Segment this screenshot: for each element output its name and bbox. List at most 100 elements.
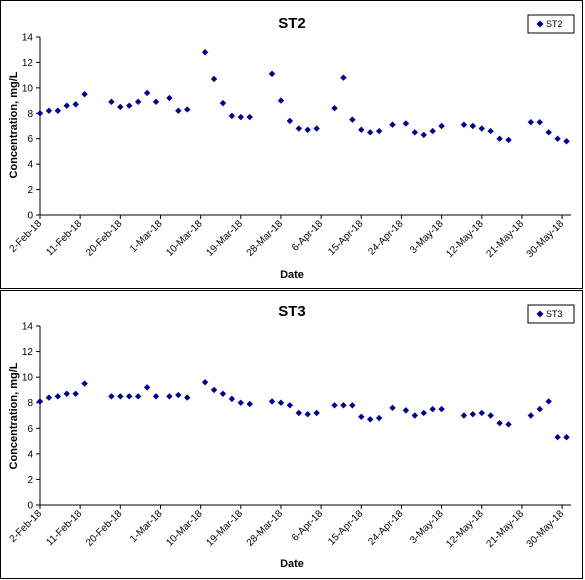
data-point <box>237 113 244 121</box>
x-tick-label: 12-May-18 <box>444 508 486 550</box>
data-point <box>358 126 365 134</box>
data-point <box>402 120 410 127</box>
data-point <box>134 393 142 400</box>
x-tick-label: 30-May-18 <box>525 508 567 550</box>
data-point <box>331 402 338 409</box>
data-point <box>81 91 88 98</box>
data-point <box>219 390 227 397</box>
data-point <box>143 384 151 391</box>
data-point <box>496 135 503 142</box>
y-tick-label: 10 <box>22 83 34 94</box>
x-tick-label: 28-Mar-18 <box>245 218 286 259</box>
data-point <box>286 117 294 125</box>
data-point <box>304 411 311 418</box>
chart-st3-svg: ST3 Date Concentration, mg/L ST3 0 2 4 6 8 10… <box>8 303 575 570</box>
data-point <box>45 107 53 114</box>
x-tick-label: 1-Mar-18 <box>128 508 165 545</box>
legend-box: ST3 <box>527 304 575 324</box>
data-point <box>268 398 276 405</box>
y-tick-label: 4 <box>27 160 33 171</box>
x-tick-label: 10-Mar-18 <box>164 508 205 549</box>
data-point <box>331 105 338 112</box>
data-point <box>36 398 44 405</box>
data-point <box>554 434 561 441</box>
y-tick-label: 12 <box>22 58 34 69</box>
x-tick-label: 21-May-18 <box>484 508 526 550</box>
data-point <box>268 70 276 78</box>
data-point <box>487 412 494 419</box>
legend-marker <box>536 20 544 28</box>
data-point <box>304 126 311 134</box>
data-point <box>420 409 427 417</box>
x-tick-label: 6-Apr-18 <box>290 508 326 544</box>
data-point <box>81 380 88 387</box>
data-point <box>237 399 244 406</box>
data-point <box>219 99 227 107</box>
legend-frame <box>527 14 575 34</box>
data-point <box>545 398 552 405</box>
x-tick-label: 11-Feb-18 <box>44 508 84 548</box>
data-point <box>108 393 115 400</box>
data-point <box>340 402 347 409</box>
data-point <box>45 394 53 401</box>
data-point <box>527 412 535 419</box>
data-point <box>358 413 365 420</box>
data-point <box>277 97 285 104</box>
data-point <box>228 112 236 120</box>
data-point <box>420 131 427 139</box>
data-point <box>554 135 561 142</box>
data-point <box>210 386 218 394</box>
data-point <box>563 434 570 441</box>
data-point <box>184 106 191 113</box>
y-tick-label: 6 <box>27 134 33 145</box>
plot-area: 0 2 4 6 8 10 12 14 2-Feb-18 11-Feb-18 20-Feb-18 1-M… <box>8 33 571 260</box>
data-point <box>166 393 173 400</box>
y-tick-label: 6 <box>27 424 33 435</box>
data-point <box>349 116 356 123</box>
data-point <box>175 391 182 399</box>
data-point <box>246 400 253 408</box>
y-tick-label: 14 <box>22 33 34 44</box>
data-point <box>201 379 209 386</box>
data-point <box>429 127 436 135</box>
x-tick-label: 24-Apr-18 <box>366 508 406 548</box>
x-tick-label: 3-May-18 <box>408 218 446 256</box>
data-point <box>143 89 151 97</box>
x-tick-label: 10-Mar-18 <box>164 218 205 259</box>
legend-frame <box>527 304 575 324</box>
x-tick-label: 21-May-18 <box>484 218 526 260</box>
data-point <box>505 136 512 144</box>
data-point <box>367 416 374 423</box>
data-point <box>54 107 62 114</box>
data-point <box>36 110 44 117</box>
data-point <box>505 421 512 428</box>
data-point <box>367 129 374 136</box>
data-point <box>313 409 320 417</box>
x-tick-label: 6-Apr-18 <box>290 218 326 254</box>
data-point <box>313 125 320 132</box>
data-point <box>126 102 133 109</box>
data-point <box>389 121 396 128</box>
x-tick-label: 11-Feb-18 <box>44 218 84 258</box>
x-tick-label: 24-Apr-18 <box>366 218 406 258</box>
data-point <box>340 74 347 81</box>
chart-panel-st2: ST2 Date Concentration, mg/L ST2 0 2 4 6 8 10… <box>0 0 583 289</box>
data-point <box>349 402 356 409</box>
data-point <box>411 129 419 136</box>
data-point <box>117 103 124 111</box>
chart-title: ST3 <box>278 303 306 320</box>
data-point <box>152 393 160 400</box>
data-point <box>108 98 115 106</box>
chart-panel-st3: ST3 Date Concentration, mg/L ST3 0 2 4 6 8 10… <box>0 290 583 579</box>
x-tick-label: 2-Feb-18 <box>8 508 45 545</box>
x-axis-title: Date <box>280 558 304 570</box>
y-tick-label: 14 <box>22 322 34 333</box>
data-point <box>126 393 133 400</box>
data-point <box>545 129 552 136</box>
data-point <box>210 75 218 83</box>
data-point <box>72 101 79 108</box>
legend-label: ST2 <box>546 19 563 29</box>
x-tick-label: 2-Feb-18 <box>8 218 45 255</box>
x-tick-label: 30-May-18 <box>525 218 567 260</box>
y-tick-label: 0 <box>27 501 33 512</box>
